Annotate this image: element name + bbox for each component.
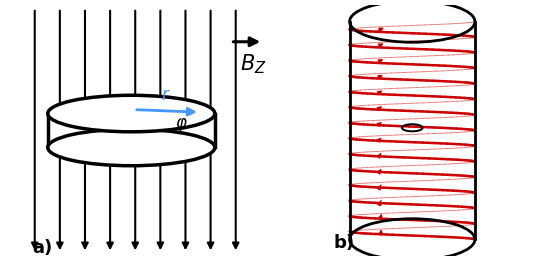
Text: b): b)	[333, 234, 355, 252]
Text: a): a)	[32, 239, 52, 257]
Text: $B_Z$: $B_Z$	[240, 52, 266, 76]
Text: $r$: $r$	[161, 86, 170, 104]
FancyBboxPatch shape	[48, 114, 215, 147]
Ellipse shape	[48, 95, 215, 132]
Text: $\varphi$: $\varphi$	[175, 116, 187, 134]
Ellipse shape	[48, 129, 215, 166]
